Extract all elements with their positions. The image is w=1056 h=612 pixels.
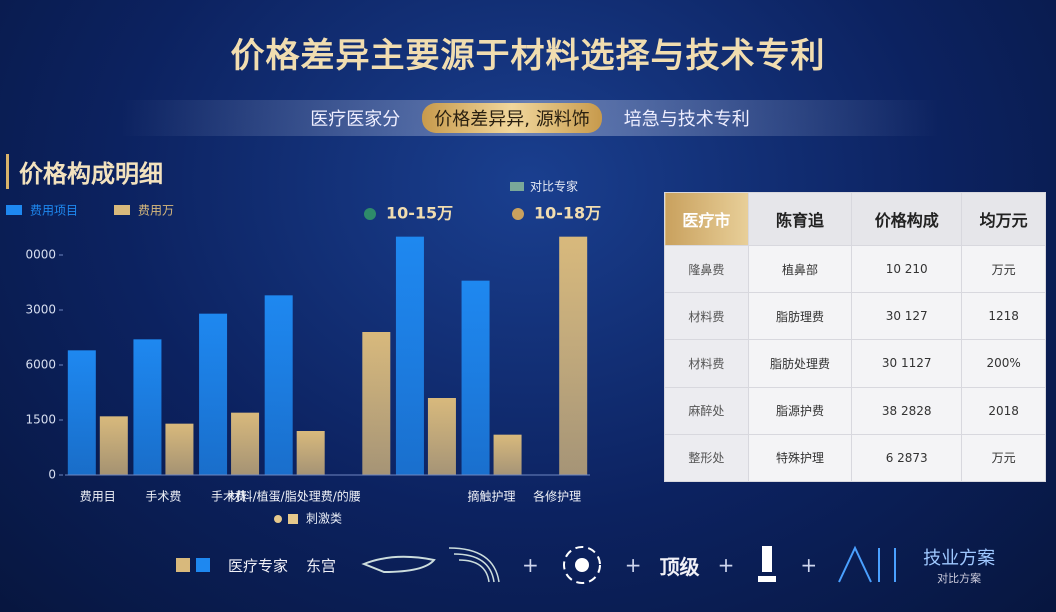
- bar: [362, 332, 391, 475]
- table-cell: 万元: [961, 433, 1046, 483]
- y-tick-label: 3000: [25, 303, 56, 317]
- table-header-cell: 陈育追: [747, 192, 853, 246]
- table-row: 麻醉处 脂源护费 38 2828 2018: [664, 386, 1046, 435]
- footer-text: 医疗专家: [228, 556, 289, 575]
- table-cell: 植鼻部: [747, 244, 853, 294]
- table-row: 材料费 脂肪处理费 30 1127 200%: [664, 339, 1046, 388]
- plus: +: [624, 553, 642, 577]
- footer-text: 技业方案: [923, 548, 996, 569]
- bar: [99, 416, 128, 475]
- footnote: 刺激类: [306, 512, 342, 526]
- legend-label: 费用万: [138, 204, 174, 218]
- table-cell: 脂肪理费: [747, 292, 853, 341]
- table-cell: 30 127: [851, 292, 963, 341]
- annotation: 10-15万: [386, 204, 453, 223]
- footnote-swatch: [288, 514, 298, 524]
- x-tick-label: 材料/植蛋/脂处理费/的腰: [229, 489, 361, 504]
- bar: [67, 350, 96, 475]
- bar: [231, 412, 260, 475]
- legend-swatch: [6, 205, 22, 215]
- bar: [296, 431, 325, 475]
- title: 价格差异主要源于材料选择与技术专利: [230, 36, 826, 76]
- bar: [133, 339, 162, 475]
- table-body: 隆鼻费 植鼻部 10 210 万元 材料费 脂肪理费 30 127 1218 材料费 脂肪处理费 3…: [664, 244, 1046, 483]
- plus: +: [800, 553, 818, 577]
- footer: 医疗专家 东宫 + + 顶级 + + 技业方案 对比方案: [176, 540, 1036, 590]
- x-tick-label: 手术费: [211, 490, 247, 504]
- bar: [395, 236, 424, 475]
- table-cell: 隆鼻费: [664, 244, 749, 294]
- annotation: 10-18万: [534, 204, 601, 223]
- table-header-cell: 价格构成: [851, 192, 963, 246]
- bar: [427, 398, 456, 475]
- x-tick-label: 手术费: [145, 490, 181, 504]
- table-cell: 麻醉处: [664, 386, 749, 435]
- legend-label: 费用项目: [30, 204, 78, 218]
- y-tick-label: 0: [48, 468, 56, 482]
- table-cell: 200%: [961, 339, 1046, 388]
- table-header: 医疗市 陈育追 价格构成 均万元: [664, 192, 1046, 246]
- table-cell: 30 1127: [851, 339, 963, 388]
- table-cell: 材料费: [664, 339, 749, 388]
- bar: [461, 280, 490, 475]
- bar: [264, 295, 293, 475]
- table-cell: 整形处: [664, 433, 749, 483]
- bar: [199, 313, 228, 475]
- footer-icon: [758, 546, 777, 582]
- table-cell: 万元: [961, 244, 1046, 294]
- footer-graphic: [361, 547, 500, 583]
- annotation-dot: [364, 208, 376, 220]
- footer-group: 技业方案 对比方案: [923, 544, 995, 586]
- footer-icon: [562, 546, 601, 584]
- tab[interactable]: 价格差异异, 源料饰: [422, 103, 602, 133]
- table-cell: 38 2828: [851, 386, 963, 435]
- tabs: 医疗医家分 价格差异异, 源料饰 培急与技术专利: [120, 100, 940, 136]
- table-cell: 脂源护费: [747, 386, 853, 435]
- legend-swatch: [510, 182, 524, 191]
- x-tick-label: 各修护理: [533, 489, 581, 504]
- plus: +: [717, 553, 735, 577]
- table: 医疗市 陈育追 价格构成 均万元 隆鼻费 植鼻部 10 210 万元 材料费 脂肪理费 30 12…: [664, 192, 1046, 483]
- table-cell: 1218: [961, 292, 1046, 341]
- table-row: 隆鼻费 植鼻部 10 210 万元: [664, 244, 1046, 294]
- table-header-cell: 均万元: [961, 192, 1046, 246]
- table-row: 材料费 脂肪理费 30 127 1218: [664, 292, 1046, 341]
- footer-icon: [838, 545, 897, 583]
- y-tick-label: 6000: [25, 358, 56, 372]
- table-cell: 脂肪处理费: [747, 339, 853, 388]
- table-row: 整形处 特殊护理 6 2873 万元: [664, 433, 1046, 483]
- y-tick-label: 1500: [25, 413, 56, 427]
- table-cell: 10 210: [851, 244, 963, 294]
- footer-text: 东宫: [306, 556, 337, 575]
- footer-text: 对比方案: [937, 572, 982, 585]
- footer-icon: [196, 558, 210, 572]
- footnote-dot: [274, 515, 282, 523]
- tab[interactable]: 培急与技术专利: [623, 109, 750, 130]
- x-tick-label: 摘触护理: [468, 489, 516, 504]
- table-cell: 特殊护理: [747, 433, 853, 483]
- footer-icon: [176, 558, 190, 572]
- section-title: 价格构成明细: [6, 154, 163, 189]
- table-cell: 材料费: [664, 292, 749, 341]
- table-header-cell: 医疗市: [664, 192, 749, 246]
- legend-swatch: [114, 205, 130, 215]
- legend-label: 对比专家: [530, 179, 578, 194]
- footer-text: 顶级: [659, 554, 700, 579]
- y-tick-label: 0000: [25, 248, 56, 262]
- bar: [559, 236, 588, 475]
- x-tick-label: 费用目: [80, 490, 116, 504]
- table-cell: 6 2873: [851, 433, 963, 483]
- bar: [493, 434, 522, 475]
- table-cell: 2018: [961, 386, 1046, 435]
- annotation-dot: [512, 208, 524, 220]
- plus: +: [522, 553, 539, 577]
- bar: [165, 423, 194, 475]
- tab[interactable]: 医疗医家分: [310, 109, 401, 130]
